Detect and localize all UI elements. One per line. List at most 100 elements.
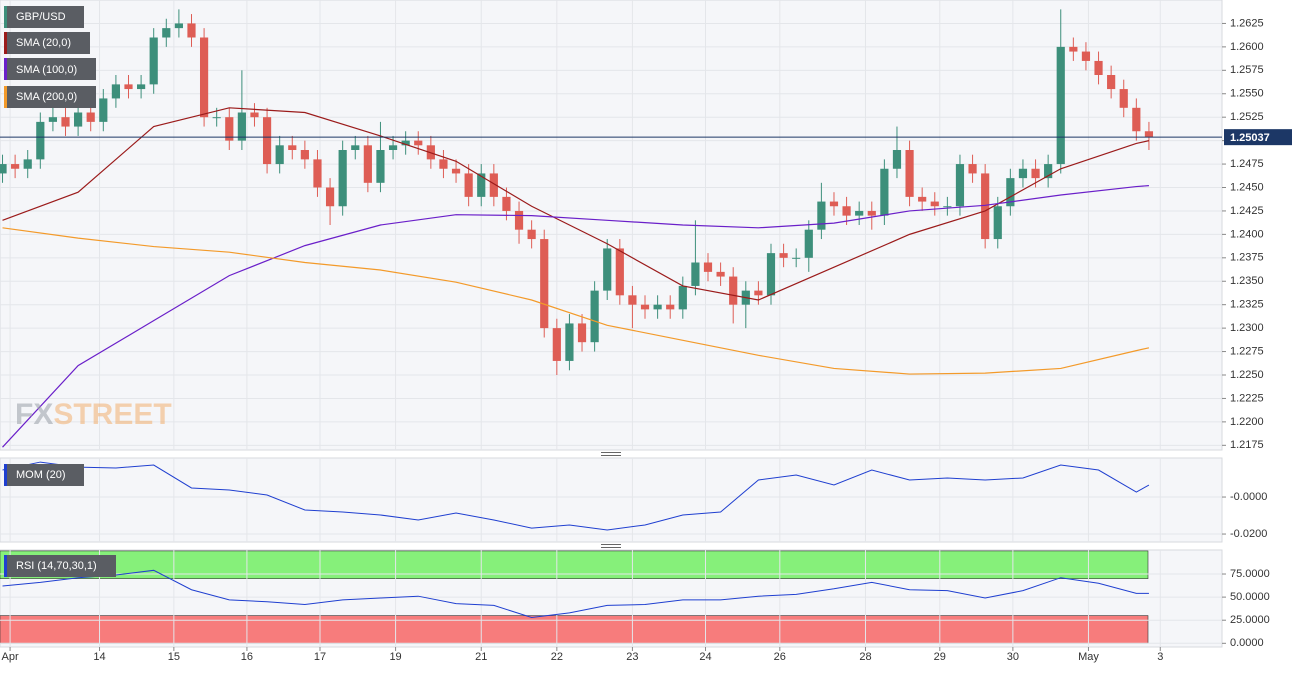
x-tick-label: 21	[475, 651, 487, 663]
legend-box	[4, 32, 90, 54]
candle-body	[212, 117, 221, 119]
x-tick-label: 29	[934, 651, 946, 663]
candle-body	[363, 145, 372, 183]
candle-body	[678, 285, 687, 310]
candle-body	[1044, 164, 1053, 179]
x-tick-label: 28	[859, 651, 871, 663]
candle-body	[779, 253, 788, 258]
candle-body	[1031, 168, 1040, 179]
sma-line	[2, 185, 1149, 448]
candle-body	[262, 117, 272, 165]
legend-label: RSI (14,70,30,1)	[16, 560, 97, 572]
mom-panel	[0, 457, 1223, 543]
candle-body	[414, 140, 423, 146]
y-tick-label: 1.2250	[1230, 369, 1264, 381]
candle-body	[905, 150, 914, 197]
sma-line	[2, 107, 1150, 301]
candle-body	[376, 150, 385, 183]
x-tick-label: May	[1078, 651, 1099, 663]
candle-body	[149, 37, 158, 85]
candle-body	[74, 112, 83, 127]
candle-body	[300, 150, 309, 160]
candle-body	[855, 210, 864, 216]
x-tick-label: 16	[241, 651, 253, 663]
indicator-line	[2, 461, 1150, 531]
candle-body	[943, 206, 952, 208]
candle-body	[603, 248, 612, 291]
main-panel	[0, 0, 1223, 451]
y-tick-label: 1.2575	[1230, 64, 1264, 76]
y-tick-label: 1.2175	[1230, 439, 1264, 451]
candle-body	[99, 98, 108, 122]
candle-body	[804, 229, 813, 258]
y-tick-label: 1.2625	[1230, 17, 1264, 29]
candle-body	[993, 206, 1002, 240]
candle-body	[288, 145, 297, 150]
y-tick-label: 1.2425	[1230, 205, 1264, 217]
watermark-street: STREET	[53, 398, 171, 431]
x-tick-label: 24	[699, 651, 711, 663]
candle-body	[162, 28, 171, 38]
candle-body	[955, 164, 965, 207]
candle-body	[502, 196, 511, 211]
last-price-tag	[1224, 129, 1292, 146]
x-tick-label: 17	[314, 651, 326, 663]
candle-body	[250, 112, 259, 118]
sma-line	[2, 227, 1150, 375]
candle-body	[61, 117, 70, 127]
candle-body	[892, 150, 902, 169]
candle-body	[640, 304, 650, 310]
candle-body	[792, 257, 801, 259]
panel-grip[interactable]	[601, 452, 621, 456]
candle-body	[842, 206, 851, 216]
legend-label: SMA (200,0)	[16, 91, 77, 103]
legend: GBP/USD SMA (20,0) SMA (100,0) SMA (200,…	[4, 6, 116, 577]
y-tick-label: 50.0000	[1230, 591, 1270, 603]
y-tick-label: 1.2400	[1230, 228, 1264, 240]
y-tick-label: 25.0000	[1230, 614, 1270, 626]
candle-body	[577, 323, 587, 343]
candle-body	[137, 84, 146, 90]
candle-body	[628, 295, 637, 305]
y-tick-label: 1.2475	[1230, 158, 1264, 170]
x-tick-label: 30	[1007, 651, 1019, 663]
candle-body	[867, 210, 876, 216]
x-tick-label: 3	[1157, 651, 1163, 663]
legend-swatch	[4, 58, 7, 80]
candle-body	[716, 271, 725, 277]
candle-body	[1081, 51, 1091, 61]
candle-body	[1094, 60, 1103, 75]
candle-body	[817, 201, 826, 230]
legend-box	[4, 555, 116, 577]
y-tick-label: 1.2300	[1230, 322, 1264, 334]
candle-body	[388, 145, 398, 150]
y-tick-label: 1.2325	[1230, 299, 1264, 311]
legend-label: SMA (20,0)	[16, 37, 71, 49]
candle-body	[590, 290, 599, 343]
candle-body	[338, 150, 347, 207]
x-tick-label: Apr	[2, 651, 19, 663]
y-tick-label: 1.2550	[1230, 88, 1264, 100]
legend-box	[4, 464, 84, 486]
legend-box	[4, 86, 96, 108]
legend-swatch	[4, 464, 7, 486]
candle-body	[325, 187, 335, 207]
y-tick-label: 1.2600	[1230, 41, 1264, 53]
candle-body	[451, 168, 461, 174]
candle-body	[1132, 107, 1141, 132]
indicator-line	[2, 569, 1149, 618]
panel-grip[interactable]	[601, 544, 621, 548]
watermark-fx: FX	[15, 398, 53, 431]
candle-body	[930, 201, 939, 207]
y-tick-label: 1.2200	[1230, 416, 1264, 428]
candle-body	[1056, 46, 1065, 165]
candle-body	[237, 112, 246, 141]
x-tick-label: 22	[551, 651, 563, 663]
x-tick-label: 23	[626, 651, 638, 663]
candle-body	[880, 168, 889, 216]
legend-swatch	[4, 86, 7, 108]
legend-label: SMA (100,0)	[16, 64, 77, 76]
candle-body	[36, 121, 45, 160]
